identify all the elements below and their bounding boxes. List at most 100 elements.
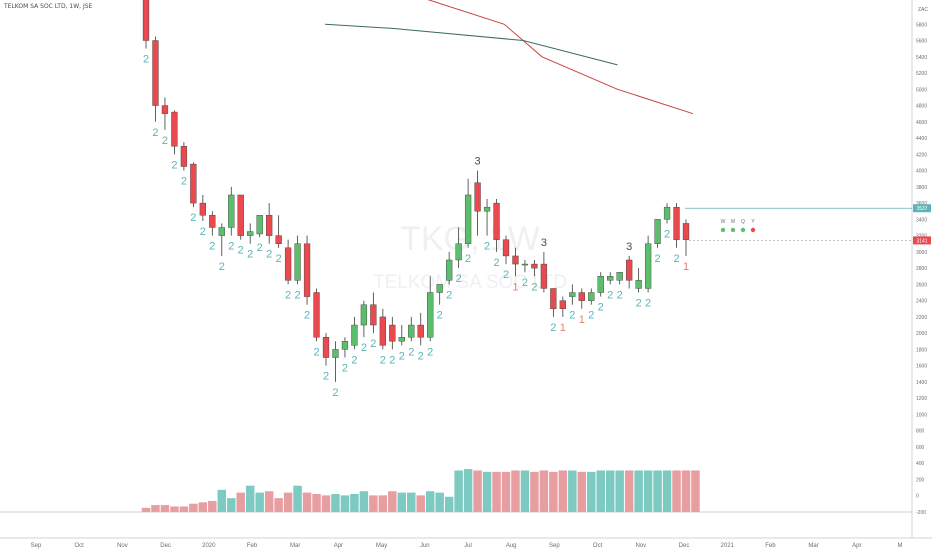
candle-body[interactable] — [218, 227, 225, 236]
candle-body[interactable] — [313, 292, 320, 338]
y-tick-label: 4200 — [916, 152, 927, 158]
candle-body[interactable] — [559, 300, 566, 309]
candle-body[interactable] — [171, 111, 178, 147]
indicator-label: Q — [741, 219, 745, 225]
candle-body[interactable] — [161, 105, 169, 114]
candle-body[interactable] — [389, 324, 396, 342]
candle-body[interactable] — [436, 284, 443, 293]
candle-body[interactable] — [521, 263, 529, 266]
candle-body[interactable] — [190, 163, 197, 204]
candle-body[interactable] — [502, 239, 510, 257]
candle-body[interactable] — [417, 324, 424, 338]
volume-bar — [397, 492, 407, 512]
volume-bar — [577, 471, 587, 512]
candle-count-label: 2 — [190, 212, 196, 224]
candle-body[interactable] — [228, 194, 235, 228]
candle-body[interactable] — [275, 235, 282, 244]
candle-body[interactable] — [607, 276, 614, 281]
candle-body[interactable] — [284, 247, 292, 281]
candle-body[interactable] — [247, 231, 254, 236]
candle-count-label: 2 — [408, 346, 414, 358]
candle-body[interactable] — [370, 304, 377, 326]
candle-count-label: 2 — [484, 241, 490, 253]
volume-bar — [245, 485, 255, 512]
candle-body[interactable] — [578, 292, 585, 301]
candle-count-label: 2 — [247, 249, 253, 261]
candle-body[interactable] — [635, 280, 642, 289]
x-tick-label: Mar — [290, 543, 300, 549]
candle-body[interactable] — [199, 202, 206, 216]
candle-body[interactable] — [493, 202, 500, 240]
volume-bar — [170, 506, 179, 512]
candle-body[interactable] — [180, 145, 188, 167]
candle-count-label: 2 — [143, 54, 149, 66]
candle-body[interactable] — [626, 259, 633, 281]
candle-body[interactable] — [351, 324, 358, 346]
y-tick-label: 3000 — [916, 250, 927, 256]
candle-body[interactable] — [512, 255, 519, 265]
volume-bar — [388, 491, 397, 512]
x-tick-label: Feb — [247, 543, 258, 549]
candle-body[interactable] — [588, 292, 595, 301]
candle-body[interactable] — [209, 215, 216, 228]
candle-body[interactable] — [322, 337, 330, 358]
candle-body[interactable] — [398, 337, 405, 342]
candle-count-label: 2 — [418, 350, 424, 362]
candle-body[interactable] — [644, 243, 652, 289]
candle-body[interactable] — [256, 215, 263, 235]
candle-count-label: 2 — [636, 298, 642, 310]
candle-body[interactable] — [455, 243, 462, 261]
candle-body[interactable] — [550, 288, 557, 309]
x-tick-label: Sep — [549, 543, 560, 549]
candle-count-label: 3 — [541, 237, 547, 249]
candle-body[interactable] — [360, 304, 368, 326]
candle-count-label: 2 — [295, 289, 301, 301]
x-tick-label: M — [898, 543, 903, 549]
y-tick-label: 2400 — [916, 299, 927, 305]
candle-body[interactable] — [569, 292, 576, 297]
candle-body[interactable] — [654, 219, 661, 244]
candle-body[interactable] — [597, 276, 604, 293]
volume-bar — [198, 502, 208, 512]
volume-bar — [634, 470, 643, 512]
candle-body[interactable] — [303, 243, 311, 297]
candle-count-label: 2 — [673, 253, 679, 265]
candle-body[interactable] — [663, 206, 671, 220]
candle-count-label: 2 — [313, 346, 319, 358]
candle-count-label: 2 — [304, 310, 310, 322]
x-tick-label: Dec — [160, 543, 171, 549]
candle-body[interactable] — [294, 243, 301, 281]
candle-body[interactable] — [427, 292, 434, 338]
candle-count-label: 1 — [579, 314, 585, 326]
candle-body[interactable] — [682, 223, 690, 240]
y-tick-label: 3400 — [916, 217, 927, 223]
volume-bar — [444, 496, 454, 512]
candle-body[interactable] — [152, 40, 159, 106]
candle-body[interactable] — [673, 206, 680, 240]
candle-body[interactable] — [237, 194, 244, 236]
candle-body[interactable] — [616, 271, 623, 281]
candle-body[interactable] — [266, 215, 273, 236]
candle-body[interactable] — [483, 206, 491, 212]
moving-average-fast-line — [427, 0, 694, 115]
candle-body[interactable] — [408, 324, 415, 338]
candle-body[interactable] — [540, 263, 548, 289]
candle-body[interactable] — [474, 182, 481, 212]
candle-body[interactable] — [531, 263, 538, 269]
candle-body[interactable] — [341, 341, 349, 350]
candle-count-label: 2 — [598, 302, 604, 314]
candle-body[interactable] — [142, 0, 150, 41]
volume-bar — [264, 491, 274, 512]
volume-bar — [511, 470, 520, 512]
volume-bar — [473, 470, 482, 512]
candle-body[interactable] — [332, 349, 339, 358]
volume-bar — [549, 471, 558, 512]
candle-body[interactable] — [464, 194, 472, 244]
x-tick-label: 2021 — [721, 543, 735, 549]
y-tick-label: 1200 — [916, 396, 927, 402]
currency-label: ZAC — [918, 7, 928, 13]
candle-body[interactable] — [446, 259, 453, 281]
y-tick-label: 5200 — [916, 71, 927, 77]
candle-body[interactable] — [379, 316, 386, 346]
